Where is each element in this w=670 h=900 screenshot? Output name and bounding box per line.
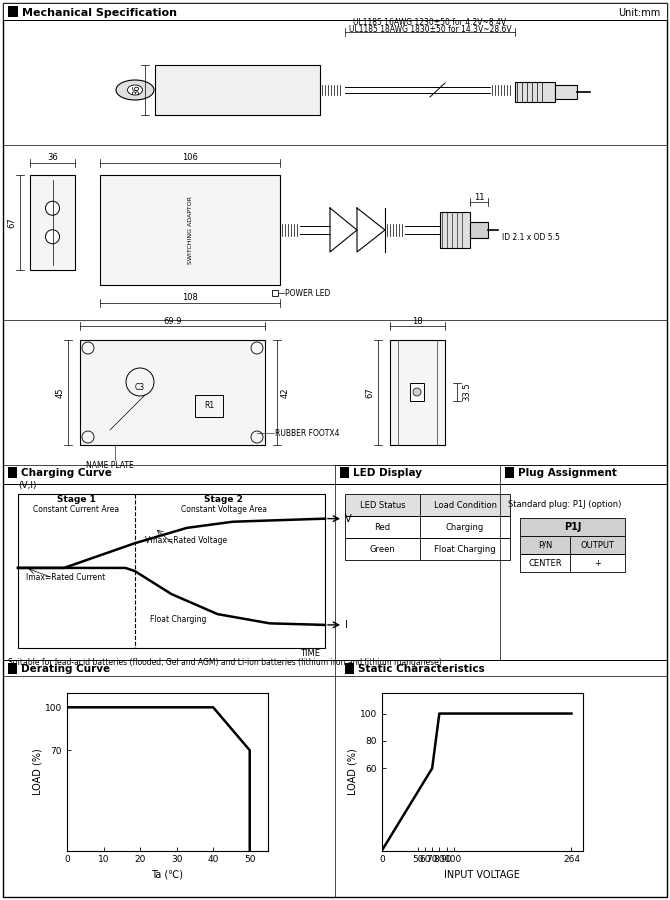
Text: SWITCHING ADAPTOR: SWITCHING ADAPTOR [188, 196, 192, 264]
Bar [410, 383, 424, 401]
X-axis label: Ta (℃): Ta (℃) [151, 870, 184, 880]
Text: 69.9: 69.9 [163, 317, 182, 326]
Text: 67: 67 [366, 387, 375, 398]
Text: Vmax=Rated Voltage: Vmax=Rated Voltage [145, 536, 226, 545]
Text: Plug Assignment: Plug Assignment [518, 468, 617, 478]
Text: LED Status: LED Status [360, 500, 405, 509]
Circle shape [46, 230, 60, 244]
Text: C3: C3 [135, 382, 145, 392]
Bar [8, 6, 18, 17]
Text: 67: 67 [7, 217, 17, 228]
Bar [340, 467, 349, 478]
Text: Charging: Charging [446, 523, 484, 532]
Text: 33.5: 33.5 [462, 382, 472, 401]
Bar [520, 518, 625, 536]
Text: 106: 106 [182, 154, 198, 163]
Text: Imax=Rated Current: Imax=Rated Current [26, 573, 105, 582]
Bar [555, 85, 577, 99]
Text: ID 2.1 x OD 5.5: ID 2.1 x OD 5.5 [502, 233, 560, 242]
Ellipse shape [127, 85, 143, 95]
Text: Stage 1: Stage 1 [57, 495, 96, 504]
Y-axis label: LOAD (%): LOAD (%) [347, 749, 357, 795]
Text: Load Condition: Load Condition [433, 500, 496, 509]
Text: Charging Curve: Charging Curve [21, 468, 112, 478]
Text: Derating Curve: Derating Curve [21, 664, 110, 674]
Bar [345, 663, 354, 674]
Text: P1J: P1J [564, 522, 581, 532]
Text: Red: Red [375, 523, 391, 532]
Bar [100, 175, 280, 285]
Circle shape [413, 388, 421, 396]
Bar [520, 536, 625, 554]
Text: LED Display: LED Display [353, 468, 422, 478]
Text: Float Charging: Float Charging [149, 615, 206, 624]
Text: Constant Current Area: Constant Current Area [34, 505, 119, 514]
Text: 18: 18 [412, 317, 423, 326]
Text: 45: 45 [56, 387, 64, 398]
Bar [30, 175, 75, 270]
Bar [390, 340, 445, 445]
Bar [345, 516, 510, 538]
Bar [515, 82, 555, 102]
Text: (V,I): (V,I) [18, 481, 36, 490]
Text: I: I [345, 620, 348, 630]
Bar [440, 212, 470, 248]
Text: OUTPUT: OUTPUT [580, 541, 614, 550]
Bar [155, 65, 320, 115]
Text: Suitable for lead-acid batteries (flooded, Gel and AGM) and Li-ion batteries (li: Suitable for lead-acid batteries (floode… [8, 658, 442, 667]
Bar [8, 467, 17, 478]
Text: 42: 42 [281, 387, 289, 398]
Bar [345, 494, 510, 516]
Text: Standard plug: P1J (option): Standard plug: P1J (option) [508, 500, 621, 509]
Text: R1: R1 [204, 401, 214, 410]
Bar [505, 467, 514, 478]
Bar [3, 3, 667, 20]
Text: POWER LED: POWER LED [285, 289, 330, 298]
Bar [520, 554, 625, 572]
Text: P/N: P/N [538, 541, 552, 550]
Text: Green: Green [370, 544, 395, 554]
X-axis label: INPUT VOLTAGE: INPUT VOLTAGE [444, 870, 521, 880]
Text: Unit:mm: Unit:mm [618, 8, 660, 18]
Bar [80, 340, 265, 445]
Text: NAME PLATE: NAME PLATE [86, 461, 134, 470]
Text: RUBBER FOOTX4: RUBBER FOOTX4 [275, 428, 340, 437]
Text: Static Characteristics: Static Characteristics [358, 664, 485, 674]
Text: 108: 108 [182, 293, 198, 302]
Text: 36: 36 [133, 85, 141, 95]
Text: Mechanical Specification: Mechanical Specification [22, 8, 177, 18]
Y-axis label: LOAD (%): LOAD (%) [32, 749, 42, 795]
Text: +: + [594, 559, 601, 568]
Text: CENTER: CENTER [528, 559, 562, 568]
Bar [470, 222, 488, 238]
Text: TIME: TIME [300, 649, 320, 658]
Bar [345, 538, 510, 560]
Bar [195, 395, 223, 417]
Bar [272, 290, 278, 296]
Text: UL1185 16AWG 1230±50 for 4.2V~8.4V: UL1185 16AWG 1230±50 for 4.2V~8.4V [354, 18, 507, 27]
Text: Stage 2: Stage 2 [204, 495, 243, 504]
Text: 36: 36 [47, 154, 58, 163]
Text: Constant Voltage Area: Constant Voltage Area [181, 505, 267, 514]
Bar [8, 663, 17, 674]
Bar [18, 494, 325, 648]
Ellipse shape [116, 80, 154, 100]
Text: 11: 11 [474, 193, 484, 202]
Text: Float Charging: Float Charging [434, 544, 496, 554]
Text: V: V [345, 514, 352, 524]
Text: UL1185 18AWG 1830±50 for 14.3V~28.6V: UL1185 18AWG 1830±50 for 14.3V~28.6V [348, 25, 511, 34]
Circle shape [46, 202, 60, 215]
